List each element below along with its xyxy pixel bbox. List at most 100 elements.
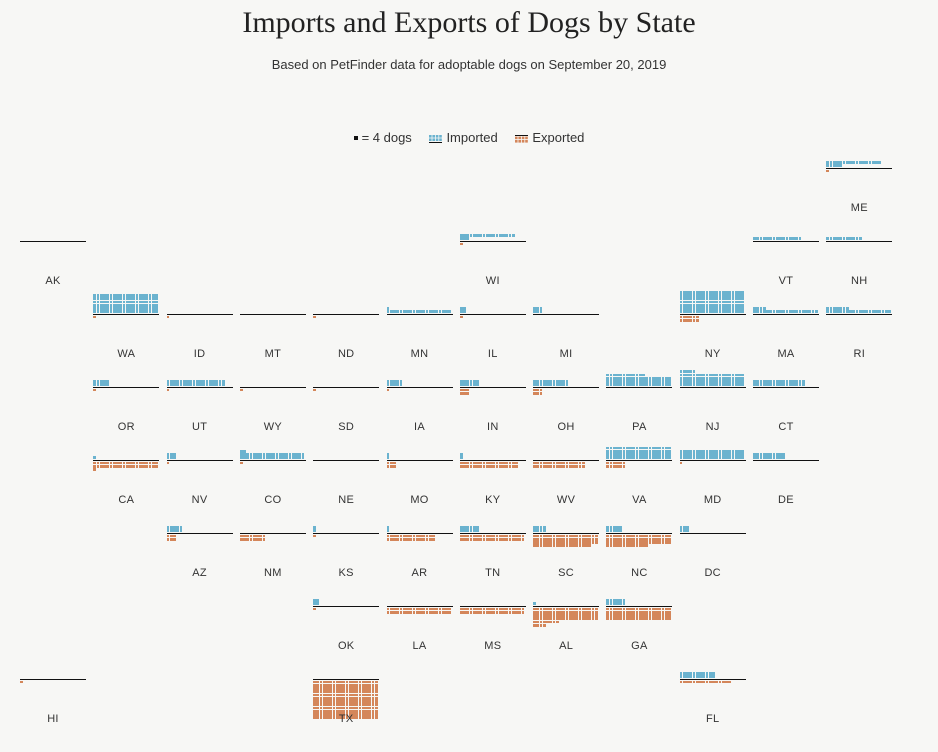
imported-square xyxy=(629,383,632,387)
exported-square xyxy=(316,709,320,713)
imported-square xyxy=(635,453,639,456)
exported-square xyxy=(585,544,588,548)
exported-square xyxy=(441,607,445,611)
imported-square xyxy=(648,380,652,383)
exported-square xyxy=(546,537,549,541)
exported-square xyxy=(511,464,515,468)
exported-square xyxy=(476,607,479,611)
imported-square xyxy=(645,456,649,460)
imported-square xyxy=(718,303,722,307)
imported-square xyxy=(638,380,642,383)
imported-square xyxy=(721,456,725,460)
exported-square xyxy=(575,537,579,541)
exported-square xyxy=(348,709,352,713)
imported-square xyxy=(832,307,836,310)
imported-square xyxy=(396,380,400,383)
exported-square xyxy=(412,537,416,541)
imported-square xyxy=(169,529,173,533)
exported-square xyxy=(361,706,365,710)
exported-square xyxy=(371,700,375,703)
imported-square xyxy=(635,449,639,453)
imported-square xyxy=(151,297,155,301)
imported-square xyxy=(619,456,623,460)
imported-square xyxy=(686,290,689,294)
chart-title: Imports and Exports of Dogs by State xyxy=(242,6,696,39)
imported-square xyxy=(788,380,792,383)
exported-square xyxy=(476,464,479,468)
exported-square xyxy=(502,610,505,614)
exported-square xyxy=(386,388,390,392)
imported-square xyxy=(138,303,142,307)
exported-square xyxy=(355,716,359,720)
imported-square xyxy=(93,456,97,460)
imported-square xyxy=(741,456,745,460)
imported-square xyxy=(731,453,735,456)
exported-square xyxy=(256,537,259,541)
exported-square xyxy=(425,537,429,541)
exported-square xyxy=(612,614,616,617)
exported-square xyxy=(319,706,323,710)
exported-square xyxy=(568,617,572,621)
imported-square xyxy=(715,456,719,460)
state-baseline xyxy=(533,606,600,607)
imported-square xyxy=(148,303,152,307)
imported-square xyxy=(829,164,833,168)
exported-square xyxy=(645,541,649,544)
imported-square xyxy=(762,237,766,241)
imported-square xyxy=(695,373,699,377)
exported-square xyxy=(495,610,499,614)
imported-square xyxy=(629,449,632,453)
exported-square xyxy=(642,537,645,541)
imported-square xyxy=(695,297,699,301)
exported-square xyxy=(463,534,466,538)
imported-square xyxy=(546,383,549,387)
exported-square xyxy=(368,713,372,716)
imported-square xyxy=(145,307,149,310)
imported-square xyxy=(738,449,741,453)
exported-square xyxy=(642,544,645,548)
exported-square xyxy=(648,534,652,538)
exported-square xyxy=(332,716,336,720)
imported-square xyxy=(695,672,699,675)
imported-square xyxy=(275,453,279,456)
exported-square xyxy=(335,713,339,716)
imported-square xyxy=(609,383,613,387)
imported-square xyxy=(189,380,193,383)
imported-square xyxy=(103,307,106,310)
imported-square xyxy=(738,290,741,294)
exported-square xyxy=(664,541,668,544)
exported-square xyxy=(539,391,543,395)
imported-square xyxy=(849,161,852,164)
exported-square xyxy=(575,544,579,548)
imported-square xyxy=(682,373,686,377)
imported-square xyxy=(715,383,719,387)
exported-square xyxy=(352,703,355,707)
imported-square xyxy=(632,383,636,387)
exported-square xyxy=(313,693,316,697)
imported-square xyxy=(609,529,613,533)
imported-square xyxy=(721,449,725,453)
exported-square xyxy=(552,464,556,468)
exported-square xyxy=(616,537,619,541)
exported-square xyxy=(619,607,623,611)
exported-square xyxy=(448,607,452,611)
imported-square xyxy=(686,526,689,529)
imported-square xyxy=(801,383,805,387)
imported-square xyxy=(664,380,668,383)
exported-square xyxy=(93,461,97,465)
imported-square xyxy=(661,380,665,383)
imported-square xyxy=(702,290,706,294)
imported-square xyxy=(661,453,665,456)
exported-square xyxy=(148,461,152,465)
imported-square xyxy=(96,297,100,301)
imported-square xyxy=(151,300,155,304)
imported-square xyxy=(559,380,562,383)
exported-square xyxy=(322,690,326,694)
imported-square xyxy=(769,453,773,456)
imported-square xyxy=(221,380,225,383)
exported-square xyxy=(585,534,588,538)
exported-square xyxy=(322,693,326,697)
imported-square xyxy=(132,303,136,307)
exported-square xyxy=(319,683,323,687)
exported-square xyxy=(342,700,346,703)
